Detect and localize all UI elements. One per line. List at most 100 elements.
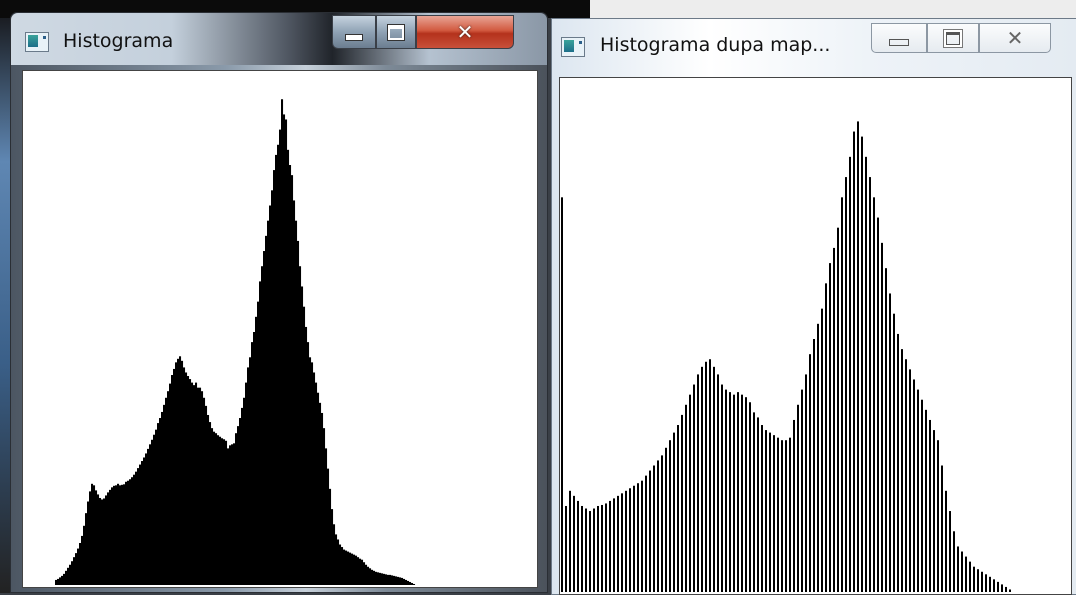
histogram-bar	[279, 129, 282, 585]
histogram-bar	[841, 197, 843, 592]
histogram-bar	[317, 392, 320, 585]
histogram-bar	[913, 379, 915, 592]
histogram-bar	[693, 384, 695, 592]
histogram-bar	[633, 485, 635, 592]
histogram-bar	[197, 387, 200, 585]
histogram-bar	[949, 511, 951, 592]
histogram-bar	[347, 551, 350, 585]
histogram-bar	[221, 438, 224, 585]
maximize-button[interactable]	[376, 15, 416, 49]
histogram-bar	[147, 448, 150, 585]
mapped-histogram-window[interactable]: Histograma dupa map... ✕	[551, 18, 1076, 595]
histogram-bar	[701, 366, 703, 592]
minimize-button[interactable]	[332, 15, 376, 49]
histogram-bar	[105, 495, 108, 585]
histogram-bar	[73, 557, 76, 585]
histogram-bar	[593, 508, 595, 592]
histogram-bar	[379, 572, 382, 585]
close-icon: ✕	[1006, 26, 1024, 50]
histogram-bar	[223, 439, 226, 585]
histogram-bar	[307, 342, 310, 585]
maximize-icon	[377, 16, 415, 48]
histogram-canvas	[22, 70, 538, 588]
histogram-bar	[213, 431, 216, 585]
histogram-bar	[893, 313, 895, 592]
histogram-bar	[239, 418, 242, 585]
histogram-bar	[287, 149, 290, 585]
app-window-icon[interactable]	[561, 37, 585, 57]
histogram-bar	[235, 433, 238, 585]
histogram-bar	[143, 457, 146, 585]
histogram-bar	[709, 359, 711, 592]
histogram-bar	[665, 447, 667, 592]
title-bar[interactable]: Histograma dupa map... ✕	[552, 19, 1076, 69]
histogram-bar	[889, 293, 891, 592]
histogram-bar	[339, 544, 342, 585]
histogram-bar	[281, 99, 284, 586]
histogram-bar	[741, 394, 743, 592]
histogram-bar	[997, 581, 999, 592]
histogram-bar	[99, 497, 102, 585]
histogram-bar	[817, 323, 819, 592]
histogram-bar	[869, 177, 871, 592]
histogram-bar	[625, 490, 627, 592]
close-button[interactable]: ✕	[416, 15, 514, 49]
maximize-button[interactable]	[927, 23, 979, 53]
histogram-bar	[705, 361, 707, 592]
histogram-bar	[251, 342, 254, 585]
histogram-bar	[761, 425, 763, 592]
histogram-bar	[729, 392, 731, 592]
histogram-bar	[69, 564, 72, 585]
histogram-bar	[873, 197, 875, 592]
minimize-icon	[333, 16, 375, 48]
window-title: Histograma dupa map...	[600, 34, 831, 56]
histogram-window[interactable]: Histograma ✕	[10, 12, 548, 593]
histogram-bar	[121, 484, 124, 585]
histogram-bar	[209, 422, 212, 585]
histogram-bar	[641, 480, 643, 592]
histogram-bar	[605, 503, 607, 592]
title-bar[interactable]: Histograma ✕	[11, 13, 547, 65]
histogram-bar	[315, 382, 318, 585]
histogram-bar	[917, 389, 919, 592]
histogram-bar	[93, 485, 96, 585]
histogram-bar	[215, 433, 218, 585]
histogram-bar	[753, 412, 755, 592]
histogram-bar	[137, 468, 140, 585]
histogram-bar	[809, 354, 811, 592]
histogram-bar	[399, 577, 402, 585]
histogram-bar	[585, 508, 587, 592]
histogram-bar	[343, 549, 346, 585]
histogram-bar	[383, 573, 386, 585]
histogram-bar	[263, 251, 266, 586]
histogram-bar	[637, 483, 639, 592]
histogram-bar	[57, 578, 60, 585]
histogram-bar	[825, 283, 827, 592]
histogram-bar	[341, 547, 344, 585]
histogram-bar	[689, 394, 691, 592]
histogram-bar	[697, 374, 699, 592]
histogram-bar	[657, 460, 659, 592]
histogram-bar	[749, 402, 751, 592]
histogram-bar	[187, 376, 190, 585]
app-window-icon[interactable]	[25, 32, 49, 52]
histogram-bar	[195, 382, 198, 585]
histogram-bar	[135, 471, 138, 585]
histogram-bar	[793, 419, 795, 592]
histogram-bar	[277, 144, 280, 585]
histogram-bar	[337, 539, 340, 585]
histogram-bar	[881, 242, 883, 593]
minimize-button[interactable]	[871, 23, 927, 53]
histogram-bar	[661, 455, 663, 592]
histogram-bar	[325, 448, 328, 585]
histogram-bar	[79, 543, 82, 585]
histogram-bar	[319, 402, 322, 585]
histogram-bar	[885, 268, 887, 592]
histogram-bar	[957, 546, 959, 592]
histogram-bar	[207, 414, 210, 585]
histogram-bar	[313, 372, 316, 585]
histogram-bar	[217, 435, 220, 585]
histogram-bar	[203, 397, 206, 585]
histogram-bar	[725, 389, 727, 592]
close-button[interactable]: ✕	[979, 23, 1051, 53]
